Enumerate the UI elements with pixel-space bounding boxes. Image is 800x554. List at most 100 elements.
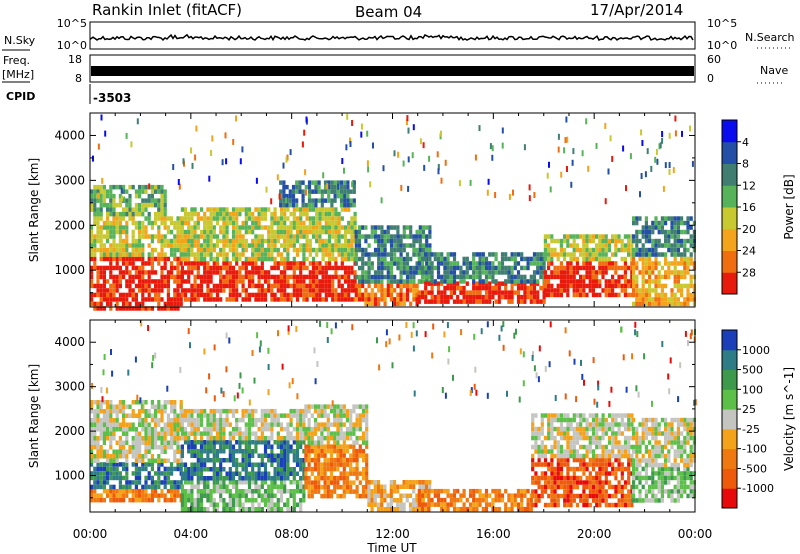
range-cell [323, 493, 327, 499]
range-cell [572, 265, 576, 271]
range-cell [131, 306, 135, 311]
range-cell [283, 211, 287, 217]
date-title: 17/Apr/2014 [590, 1, 683, 19]
range-cell [157, 400, 161, 405]
range-cell [380, 297, 384, 302]
range-cell [380, 229, 384, 235]
range-cell [150, 466, 154, 472]
nsky-tick-bottom: 10^0 [57, 39, 87, 52]
range-cell [270, 247, 274, 253]
range-cell [99, 184, 103, 190]
range-cell [349, 426, 353, 432]
range-cell [225, 417, 229, 423]
range-cell [412, 252, 416, 257]
range-cell [209, 274, 213, 280]
range-cell [215, 408, 220, 414]
range-cell [160, 471, 164, 476]
range-cell [147, 471, 151, 476]
range-cell [367, 283, 371, 289]
range-cell [354, 283, 358, 289]
range-cell [257, 211, 261, 217]
range-cell [241, 243, 245, 248]
range-cell [526, 265, 530, 271]
range-cell [112, 202, 116, 208]
range-cell [244, 493, 248, 498]
range-cell [254, 444, 258, 449]
range-cell [115, 493, 119, 498]
range-cell [635, 238, 639, 244]
range-cell [366, 160, 369, 167]
range-cell [150, 431, 154, 436]
range-cell [241, 261, 245, 266]
range-cell [99, 207, 103, 212]
range-cell [231, 283, 236, 289]
range-cell [285, 184, 289, 190]
range-cell [176, 216, 180, 221]
range-cell [128, 211, 132, 217]
range-cell [102, 220, 106, 226]
range-cell [311, 220, 316, 226]
range-cell [327, 189, 331, 194]
range-cell [329, 448, 334, 454]
range-cell [122, 270, 126, 275]
range-cell [484, 265, 489, 271]
range-cell [212, 261, 216, 266]
range-cell [199, 498, 204, 503]
range-cell [604, 270, 608, 275]
range-cell [393, 150, 396, 157]
range-cell [546, 172, 549, 179]
range-cell [222, 220, 226, 226]
range-cell [289, 471, 293, 476]
range-cell [163, 283, 167, 289]
range-cell [547, 292, 551, 298]
range-cell [291, 193, 296, 199]
range-cell [157, 458, 161, 463]
range-cell [311, 274, 316, 280]
range-cell [150, 238, 154, 244]
range-cell [279, 274, 284, 280]
range-cell [102, 480, 106, 485]
range-cell [235, 274, 239, 280]
range-cell [307, 422, 311, 427]
range-cell [315, 238, 319, 244]
range-cell [308, 247, 312, 253]
range-cell [99, 449, 103, 454]
range-cell [244, 238, 248, 244]
range-cell [212, 502, 216, 507]
range-cell [150, 261, 154, 266]
range-cell [345, 144, 348, 151]
range-cell [686, 247, 690, 253]
range-cell [673, 252, 677, 257]
range-cell [402, 484, 406, 489]
y-tick-label: 4000 [54, 128, 85, 142]
range-cell [295, 408, 300, 414]
range-cell [392, 480, 397, 485]
range-cell [510, 497, 514, 503]
range-cell [327, 283, 332, 289]
range-cell [343, 189, 347, 194]
range-cell [96, 440, 100, 445]
range-cell [321, 211, 325, 217]
range-cell [475, 261, 479, 266]
range-cell [170, 418, 174, 423]
range-cell [326, 484, 330, 490]
range-cell [112, 283, 116, 289]
range-cell [582, 247, 586, 253]
range-cell [193, 279, 197, 284]
range-cell [138, 422, 142, 427]
range-cell [310, 466, 314, 472]
range-cell [286, 243, 290, 248]
range-cell [260, 458, 264, 463]
range-cell [357, 247, 362, 253]
range-cell [418, 238, 422, 244]
range-cell [433, 256, 437, 262]
range-cell [607, 283, 611, 289]
range-cell [661, 137, 664, 144]
range-cell [317, 466, 321, 472]
range-cell [225, 502, 229, 507]
range-cell [193, 471, 197, 476]
range-cell [313, 422, 318, 427]
range-cell [222, 243, 226, 248]
range-cell [550, 261, 554, 266]
range-cell [339, 431, 343, 436]
